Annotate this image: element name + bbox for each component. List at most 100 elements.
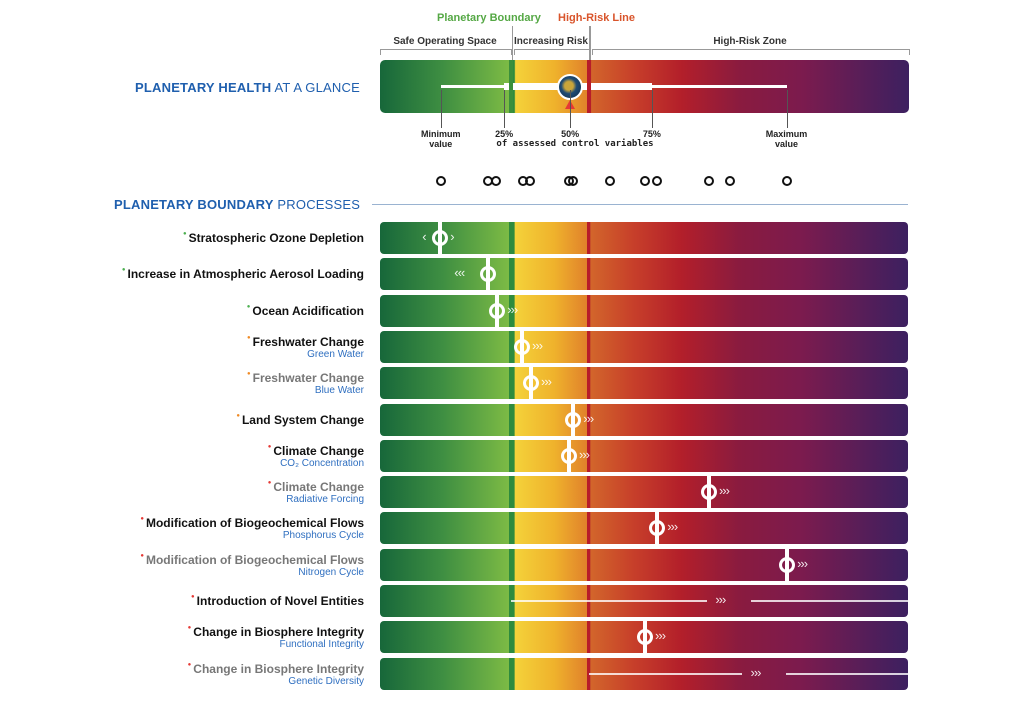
status-dot-icon: ● — [246, 303, 251, 310]
status-dot-icon: ● — [140, 552, 144, 559]
process-title: ● Freshwater Change — [247, 335, 364, 349]
process-title: ● Climate Change — [268, 480, 364, 494]
trend-arrows-icon: ››› — [655, 628, 666, 644]
zone-safe-label: Safe Operating Space — [393, 36, 497, 47]
glance-overlay — [380, 60, 909, 113]
boundary-line — [508, 222, 513, 254]
process-bar: ››› — [380, 367, 908, 400]
trend-arrows-icon: ‹‹‹ — [454, 265, 465, 281]
trend-arrows-icon: ››› — [797, 555, 808, 571]
process-title: ● Modification of Biogeochemical Flows — [140, 516, 364, 530]
distribution-dot — [525, 176, 536, 186]
min-value-label: Minimum value — [420, 129, 461, 149]
status-dot-icon: ● — [236, 412, 240, 419]
zone-bracket — [514, 49, 590, 55]
process-title: ● Increase in Atmospheric Aerosol Loading — [122, 267, 364, 281]
boundary-line — [508, 258, 513, 291]
zone-high-label: High-Risk Zone — [713, 36, 787, 47]
process-subtitle: CO₂ Concentration — [280, 457, 364, 469]
process-title-text: Change in Biosphere Integrity — [193, 625, 364, 640]
distribution-dot — [491, 176, 502, 186]
range-line — [589, 672, 743, 675]
distribution-dot — [604, 176, 615, 186]
trend-arrows-icon: ››› — [718, 483, 730, 499]
process-subtitle: Nitrogen Cycle — [298, 566, 364, 578]
high-risk-line — [587, 621, 591, 654]
max-value-label: Maximum value — [765, 129, 808, 149]
process-bar: ››› — [380, 657, 908, 690]
trend-arrows-icon: ››› — [667, 519, 678, 535]
process-marker-ring — [489, 302, 506, 319]
p25-label: 25% — [495, 129, 514, 139]
scale-caption: of assessed control variables — [496, 139, 654, 149]
scale-tick — [786, 90, 788, 128]
process-marker-ring — [649, 520, 666, 537]
scale-tick — [440, 90, 442, 128]
scale-tick — [651, 90, 653, 128]
process-bar: ‹ › — [380, 222, 908, 254]
process-subtitle: Blue Water — [314, 385, 364, 397]
high-risk-line — [587, 367, 591, 400]
process-bar: ››› — [380, 403, 908, 436]
process-title: ● Land System Change — [236, 413, 364, 427]
boundary-line — [508, 548, 513, 581]
distribution-dot — [568, 176, 579, 186]
high-risk-line — [587, 657, 591, 690]
process-title-text: Modification of Biogeochemical Flows — [145, 516, 364, 531]
process-marker-ring — [637, 629, 654, 646]
scale-tick — [570, 90, 572, 128]
process-subtitle: Genetic Diversity — [288, 675, 364, 687]
trend-arrows-icon: › — [450, 229, 454, 244]
status-dot-icon: ● — [267, 443, 272, 450]
distribution-dot — [640, 176, 651, 186]
process-title-text: Freshwater Change — [252, 334, 364, 349]
process-title-text: Introduction of Novel Entities — [196, 594, 364, 608]
boundary-line — [508, 439, 513, 472]
process-marker-ring — [565, 411, 582, 428]
process-bar: ››› — [380, 476, 908, 509]
high-risk-line — [587, 512, 591, 545]
boundary-line — [508, 294, 513, 327]
status-dot-icon: ● — [247, 371, 251, 378]
distribution-dot — [652, 176, 663, 186]
process-title: ● Change in Biosphere Integrity — [188, 625, 364, 639]
distribution-dot — [703, 176, 714, 186]
section-divider — [372, 204, 908, 205]
distribution-dot — [435, 176, 446, 186]
status-dot-icon: ● — [247, 334, 251, 341]
boundary-line — [508, 476, 513, 509]
range-line — [751, 600, 908, 602]
glance-title-bold: PLANETARY HEALTH — [135, 80, 272, 95]
boundary-line — [508, 512, 513, 545]
process-title: ● Freshwater Change — [247, 371, 364, 385]
trend-arrows-icon: ››› — [715, 592, 726, 607]
process-marker-ring — [523, 375, 539, 392]
process-marker-ring — [514, 338, 531, 355]
process-title: ● Climate Change — [268, 444, 364, 458]
high-risk-line — [587, 403, 591, 436]
process-bar: ‹‹‹ — [380, 258, 908, 291]
process-title-text: Climate Change — [273, 480, 364, 495]
boundary-line — [508, 621, 513, 654]
high-risk-line — [587, 222, 591, 254]
process-bar: ››› — [380, 621, 908, 654]
trend-arrows-icon: ››› — [579, 446, 590, 462]
trend-arrows-icon: ‹ — [422, 229, 426, 244]
processes-title: PLANETARY BOUNDARY PROCESSES — [114, 197, 360, 212]
processes-title-rest: PROCESSES — [273, 197, 361, 212]
high-risk-line — [587, 439, 591, 472]
high-risk-line-label: High-Risk Line — [558, 12, 636, 24]
process-title: ● Change in Biosphere Integrity — [188, 662, 364, 676]
process-marker-ring — [480, 266, 497, 283]
process-title: ● Stratospheric Ozone Depletion — [183, 231, 364, 245]
processes-title-bold: PLANETARY BOUNDARY — [114, 197, 274, 212]
glance-title: PLANETARY HEALTH AT A GLANCE — [135, 80, 360, 95]
zone-increasing-label: Increasing Risk — [514, 36, 588, 47]
boundary-line — [508, 330, 513, 363]
high-risk-pointer — [589, 26, 591, 60]
status-dot-icon: ● — [191, 594, 195, 600]
trend-arrows-icon: ››› — [507, 301, 518, 317]
boundary-line — [508, 657, 513, 690]
process-title-text: Stratospheric Ozone Depletion — [188, 231, 364, 245]
